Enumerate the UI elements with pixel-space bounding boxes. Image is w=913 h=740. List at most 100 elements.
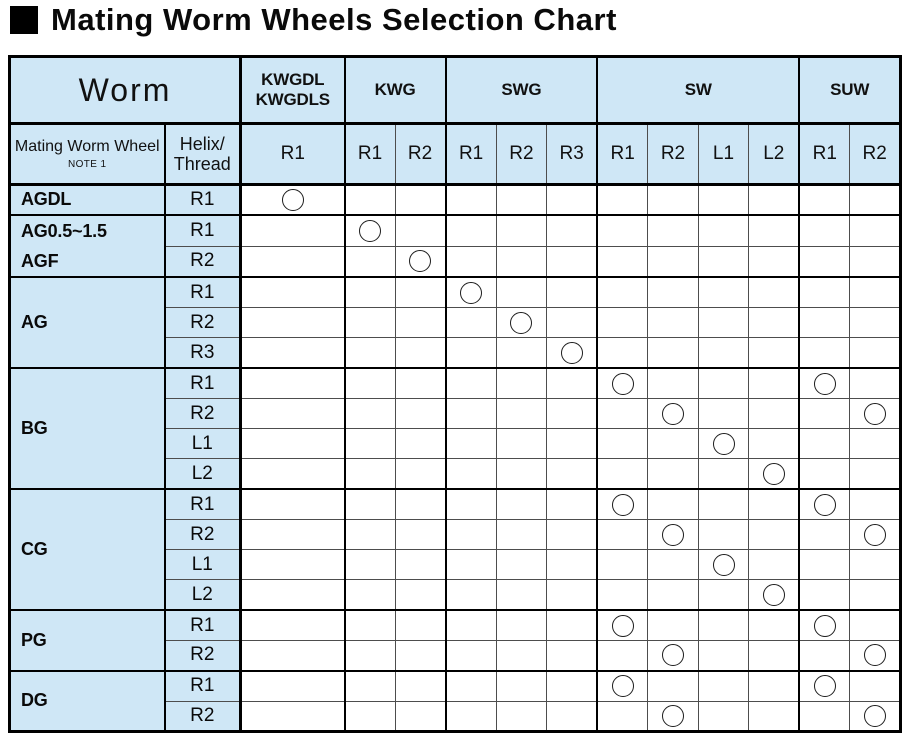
data-cell xyxy=(798,337,851,370)
mating-worm-wheel-label: Mating Worm Wheel xyxy=(14,138,160,156)
table-row-cg-l2: L2 xyxy=(10,579,902,612)
data-cell xyxy=(748,214,801,247)
match-circle-icon xyxy=(813,372,836,395)
selection-chart-table: Worm KWGDL KWGDLS KWG SWG SW SUW Mating Worm Wh… xyxy=(8,55,902,733)
data-cell xyxy=(748,488,801,520)
worm-group-name-line: SWG xyxy=(501,79,542,99)
thread-header-swg-r1: R1 xyxy=(445,123,497,186)
worm-group-header-sw: SW xyxy=(596,56,801,125)
data-cell xyxy=(445,518,497,551)
table-row-dg-r1: DG R1 xyxy=(9,670,902,733)
data-cell xyxy=(798,670,851,702)
data-cell xyxy=(546,700,599,733)
data-cell xyxy=(344,458,396,491)
data-cell xyxy=(445,700,497,733)
data-cell xyxy=(495,367,548,399)
mating-worm-wheel-header: Mating Worm Wheel NOTE 1 xyxy=(9,123,166,186)
data-cell xyxy=(394,640,447,672)
table-row-cg-l1: L1 xyxy=(10,549,902,581)
helix-cell: R2 xyxy=(163,518,243,551)
thread-header-swg-r3: R3 xyxy=(546,123,599,186)
data-cell xyxy=(495,670,548,702)
match-circle-icon xyxy=(712,432,735,455)
table-row-agdl-r1: AGDL R1 xyxy=(9,183,902,216)
data-cell xyxy=(546,397,599,430)
helix-thread-header: Helix/Thread xyxy=(163,123,243,186)
data-cell xyxy=(748,579,801,612)
data-cell xyxy=(546,183,599,216)
wheel-name-line: AG xyxy=(21,312,48,333)
data-cell xyxy=(647,214,699,247)
data-cell xyxy=(240,245,346,279)
data-cell xyxy=(394,518,447,551)
data-cell xyxy=(445,214,497,247)
data-cell xyxy=(849,640,902,672)
data-cell xyxy=(445,458,497,491)
data-cell xyxy=(344,245,396,279)
thread-header-suw-r2: R2 xyxy=(849,123,902,186)
table-row-bg-l1: L1 xyxy=(10,428,902,460)
data-cell xyxy=(394,307,447,339)
data-cell xyxy=(344,609,396,642)
data-cell xyxy=(647,488,699,520)
data-cell xyxy=(495,183,548,216)
data-cell xyxy=(240,458,346,491)
data-cell xyxy=(344,670,396,702)
worm-group-name-line: SUW xyxy=(830,79,870,99)
data-cell xyxy=(240,640,346,672)
data-cell xyxy=(697,428,750,460)
note-label: NOTE 1 xyxy=(67,158,107,170)
data-cell xyxy=(647,549,699,581)
data-cell xyxy=(798,276,851,309)
data-cell xyxy=(344,579,396,612)
data-cell xyxy=(445,640,497,672)
data-cell xyxy=(546,518,599,551)
data-cell xyxy=(798,428,851,460)
data-cell xyxy=(546,337,599,370)
data-cell xyxy=(546,670,599,702)
data-cell xyxy=(748,458,801,491)
data-cell xyxy=(445,549,497,581)
data-cell xyxy=(394,579,447,612)
data-cell xyxy=(240,700,346,733)
data-cell xyxy=(546,276,599,309)
data-cell xyxy=(798,367,851,399)
data-cell xyxy=(748,183,801,216)
worm-group-header-swg: SWG xyxy=(445,56,599,125)
match-circle-icon xyxy=(460,281,483,304)
match-circle-icon xyxy=(813,493,836,516)
data-cell xyxy=(546,579,599,612)
data-cell xyxy=(344,488,396,520)
data-cell xyxy=(394,549,447,581)
data-cell xyxy=(495,700,548,733)
worm-group-name-line: SW xyxy=(684,79,712,99)
data-cell xyxy=(394,700,447,733)
table-row-bg-r2: R2 xyxy=(10,397,902,430)
table-row-cg-r1: CG R1 xyxy=(9,488,902,612)
data-cell xyxy=(798,214,851,247)
data-cell xyxy=(647,518,699,551)
data-cell xyxy=(495,307,548,339)
data-cell xyxy=(647,307,699,339)
data-cell xyxy=(849,367,902,399)
data-cell xyxy=(495,609,548,642)
data-cell xyxy=(798,609,851,642)
worm-header-cell: Worm xyxy=(8,56,243,125)
data-cell xyxy=(240,518,346,551)
match-circle-icon xyxy=(661,644,684,667)
data-cell xyxy=(748,549,801,581)
table-row-dg-r2: R2 xyxy=(10,700,902,733)
data-cell xyxy=(394,397,447,430)
data-cell xyxy=(798,488,851,520)
table-row-ag-r1: AG R1 xyxy=(9,276,902,370)
data-cell xyxy=(798,245,851,279)
data-cell xyxy=(546,428,599,460)
data-cell xyxy=(697,579,750,612)
data-cell xyxy=(394,245,447,279)
wheel-name-line: BG xyxy=(21,418,48,439)
data-cell xyxy=(647,276,699,309)
header-row-threads: Mating Worm Wheel NOTE 1 Helix/Thread R1 R1 R… xyxy=(9,123,902,186)
data-cell xyxy=(697,458,750,491)
data-cell xyxy=(445,367,497,399)
data-cell xyxy=(849,337,902,370)
